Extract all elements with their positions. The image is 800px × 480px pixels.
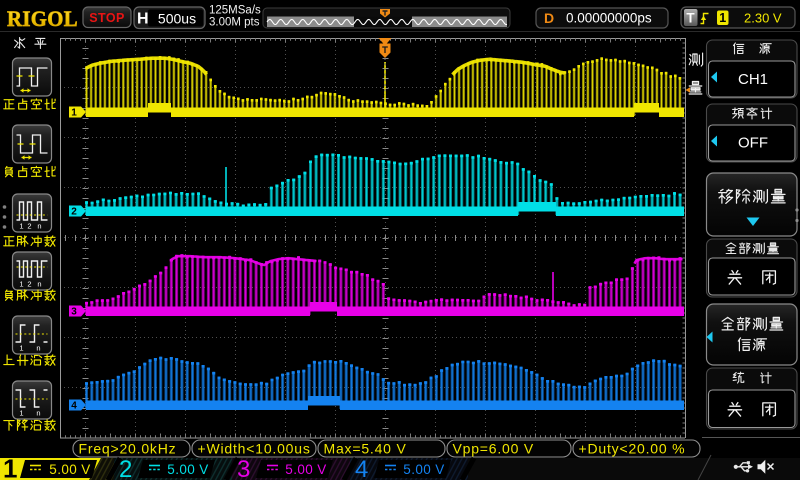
svg-text:125MSa/s: 125MSa/s	[209, 5, 261, 17]
svg-text:+Width<10.00us: +Width<10.00us	[198, 441, 311, 457]
svg-text:5.00 V: 5.00 V	[403, 462, 444, 477]
svg-text:n: n	[37, 280, 41, 289]
svg-text:n: n	[36, 344, 40, 353]
svg-text:RIGOL: RIGOL	[7, 6, 78, 31]
svg-text:1: 1	[19, 409, 23, 418]
svg-text:2: 2	[27, 222, 31, 231]
svg-text:2: 2	[71, 207, 77, 218]
svg-text:1: 1	[71, 108, 77, 119]
svg-text:CH1: CH1	[738, 71, 768, 88]
svg-text:T: T	[686, 11, 695, 26]
svg-text:H: H	[137, 11, 149, 28]
svg-text:2: 2	[27, 280, 31, 289]
svg-text:1: 1	[719, 11, 726, 25]
svg-text:1: 1	[19, 344, 23, 353]
svg-text:4: 4	[355, 456, 368, 480]
svg-text:Max=5.40 V: Max=5.40 V	[324, 441, 407, 457]
svg-text:4: 4	[71, 401, 77, 412]
svg-text:3: 3	[71, 307, 77, 318]
svg-text:2.30 V: 2.30 V	[744, 11, 782, 26]
svg-text:Freq>20.0kHz: Freq>20.0kHz	[79, 441, 177, 457]
svg-text:2: 2	[119, 456, 132, 480]
svg-text:5.00 V: 5.00 V	[285, 462, 326, 477]
svg-text:1: 1	[19, 280, 23, 289]
svg-text:500us: 500us	[158, 11, 196, 27]
svg-text:STOP: STOP	[89, 11, 124, 25]
svg-text:5.00 V: 5.00 V	[167, 462, 208, 477]
svg-text:+Duty<20.00 %: +Duty<20.00 %	[579, 441, 686, 457]
svg-text:3: 3	[237, 456, 250, 480]
svg-text:OFF: OFF	[738, 135, 768, 152]
svg-text:5.00 V: 5.00 V	[49, 462, 90, 477]
svg-text:3.00M pts: 3.00M pts	[209, 17, 260, 29]
svg-text:0.00000000ps: 0.00000000ps	[566, 11, 652, 26]
svg-text:D: D	[544, 10, 554, 26]
svg-text:1: 1	[19, 222, 23, 231]
svg-text:Vpp=6.00 V: Vpp=6.00 V	[453, 441, 535, 457]
svg-text:1: 1	[3, 454, 17, 480]
svg-text:n: n	[37, 222, 41, 231]
svg-text:n: n	[36, 409, 40, 418]
